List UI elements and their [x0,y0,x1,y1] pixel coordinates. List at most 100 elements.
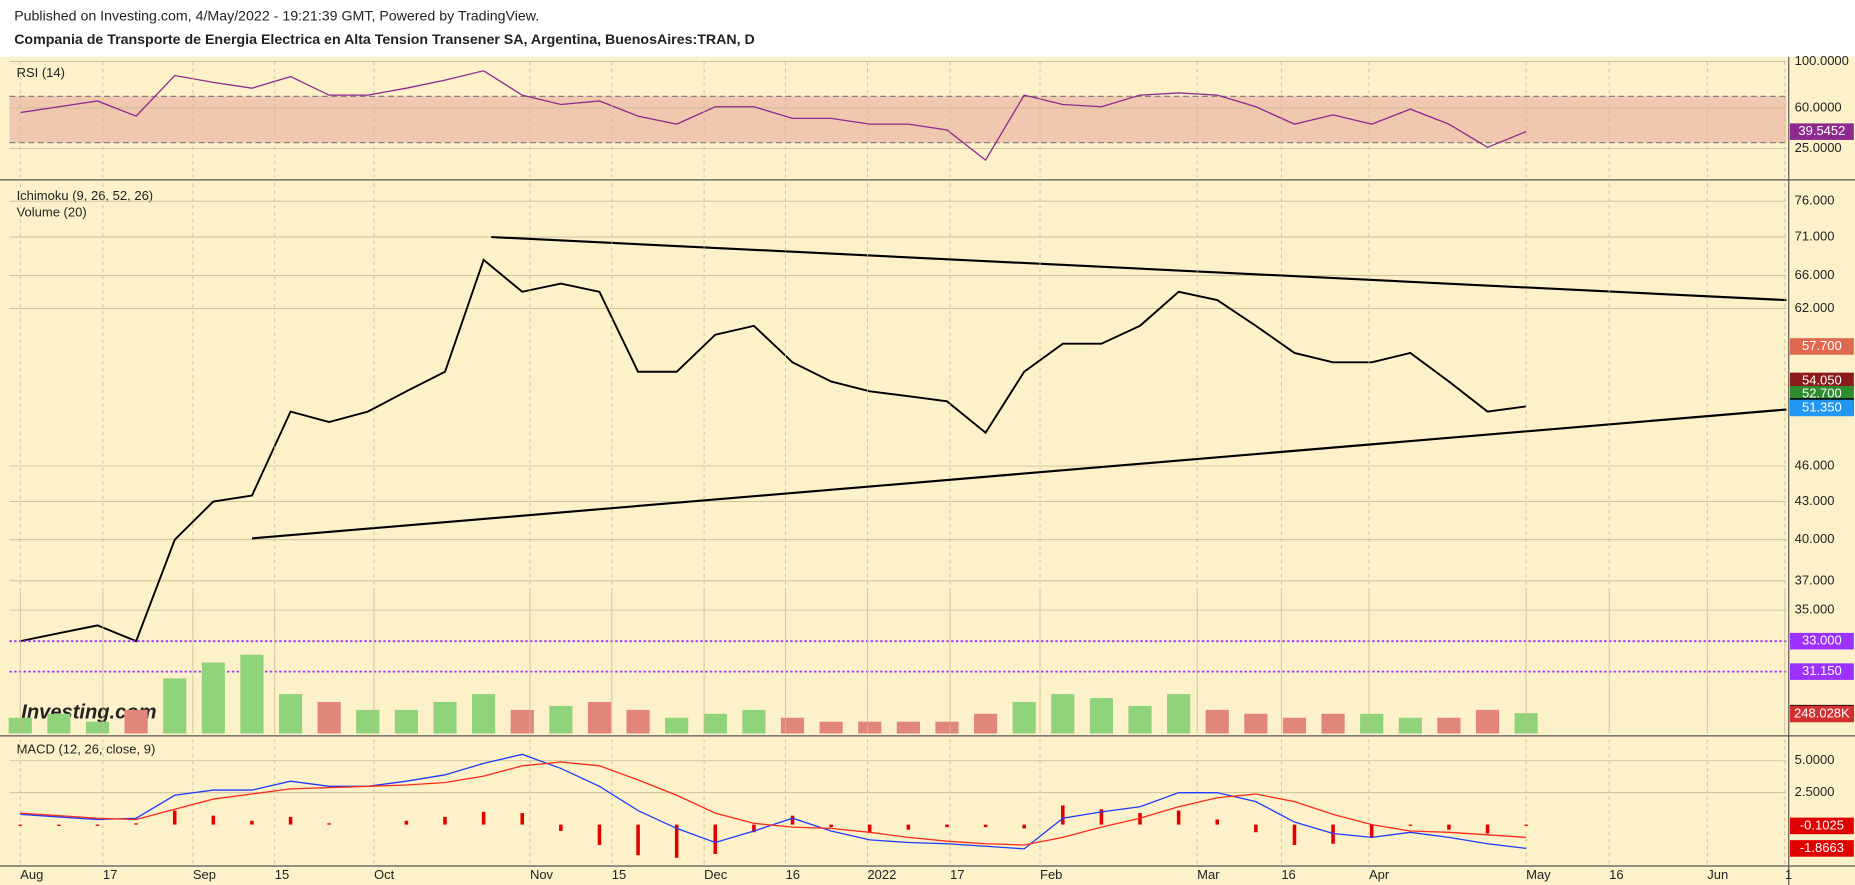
histogram-bar [1447,824,1451,830]
x-tick-label: Feb [1040,867,1062,882]
chart-bg [0,56,1855,885]
volume-bar [1128,705,1152,734]
volume-bar [587,701,612,734]
volume-bar [510,709,534,734]
volume-bar [356,709,380,734]
x-tick-label: 17 [950,867,964,882]
price-tag-label: 39.5452 [1798,123,1845,138]
rsi-band [9,96,1787,143]
histogram-bar [1485,824,1490,834]
volume-bar [278,694,303,734]
x-tick-label: 15 [275,867,289,882]
volume-bar [896,721,920,734]
histogram-bar [327,823,331,825]
volume-bar [1398,717,1422,734]
histogram-bar [443,816,447,825]
histogram-bar [674,824,679,858]
price-tag-label: 52.700 [1802,386,1842,401]
histogram-bar [906,824,911,830]
x-tick-label: 16 [1281,867,1295,882]
volume-bar [1244,713,1268,734]
volume-bar [1360,713,1384,734]
volume-bar [47,713,71,734]
y-tick-label: 46.000 [1795,457,1835,472]
volume-bar [201,662,225,734]
x-tick-label: Sep [193,867,216,882]
histogram-bar [95,824,100,826]
price-tag [1789,817,1854,835]
series-line [20,258,1527,643]
volume-bar [1282,717,1307,734]
x-tick-label: 16 [1609,867,1623,882]
histogram-bar [1215,819,1220,825]
histogram-bar [1254,824,1258,833]
x-tick-label: Apr [1369,867,1390,882]
histogram-bar [1176,810,1181,825]
histogram-bar [713,824,718,854]
x-tick-label: 15 [612,867,626,882]
histogram-bar [288,816,293,825]
histogram-bar [1022,824,1026,829]
volume-bar [1051,694,1075,734]
x-tick-label: Oct [374,867,395,882]
histogram-bar [520,813,525,825]
x-tick-label: Jun [1707,867,1728,882]
price-tag [1789,338,1854,355]
chart-title: Compania de Transporte de Energia Electr… [14,32,755,48]
volume-bar [1205,709,1229,734]
x-tick-label: 1 [1785,867,1792,882]
volume-bar [973,713,998,734]
price-tag [1789,123,1854,140]
x-tick-label: May [1526,867,1551,882]
pane-title: Ichimoku (9, 26, 52, 26) [17,188,154,203]
volume-bar [1167,694,1191,734]
volume-bar [433,701,457,734]
x-tick-label: 16 [786,867,800,882]
volume-bar [1437,717,1461,734]
volume-bar [665,717,689,734]
y-tick-label: 60.0000 [1795,99,1842,114]
histogram-bar [481,811,486,825]
price-tag-label: 54.050 [1802,372,1842,387]
volume-bar [780,717,805,734]
histogram-bar [867,824,872,833]
volume-bar [703,713,727,734]
price-tag [1789,705,1854,723]
pane-title: RSI (14) [17,65,65,80]
y-tick-label: 40.000 [1795,531,1835,546]
histogram-bar [18,824,23,826]
y-tick-label: 66.000 [1795,267,1835,282]
volume-bar [240,654,264,734]
h-line-tag [1789,663,1854,680]
y-tick-label: 100.0000 [1795,53,1849,68]
trendline [251,408,1787,540]
trendline [491,235,1787,302]
volume-bar [472,694,496,734]
price-tag [1789,840,1854,857]
histogram-bar [134,823,138,825]
volume-bar [1089,698,1113,734]
histogram-bar [559,824,563,831]
pane-title: Volume (20) [17,204,87,219]
histogram-bar [1524,824,1528,826]
volume-bar [317,701,341,734]
y-tick-label: 43.000 [1795,493,1835,508]
histogram-bar [404,820,409,825]
price-tag-label: 248.028K [1794,705,1850,720]
x-tick-label: Mar [1197,867,1220,882]
histogram-bar [1099,809,1104,825]
histogram-bar [172,810,177,825]
y-tick-label: 35.000 [1795,602,1835,617]
x-tick-label: Nov [530,867,554,882]
h-line-tag [1789,632,1854,650]
price-tag-label: -0.1025 [1800,817,1844,832]
series-line [20,761,1527,846]
price-tag-label: -1.8663 [1800,840,1844,855]
histogram-bar [983,824,988,828]
volume-bar [858,721,882,734]
price-tag-label: 51.350 [1802,399,1842,414]
price-tag-label: 57.700 [1802,338,1842,353]
volume-bar [1012,701,1036,734]
volume-bar [935,721,959,734]
